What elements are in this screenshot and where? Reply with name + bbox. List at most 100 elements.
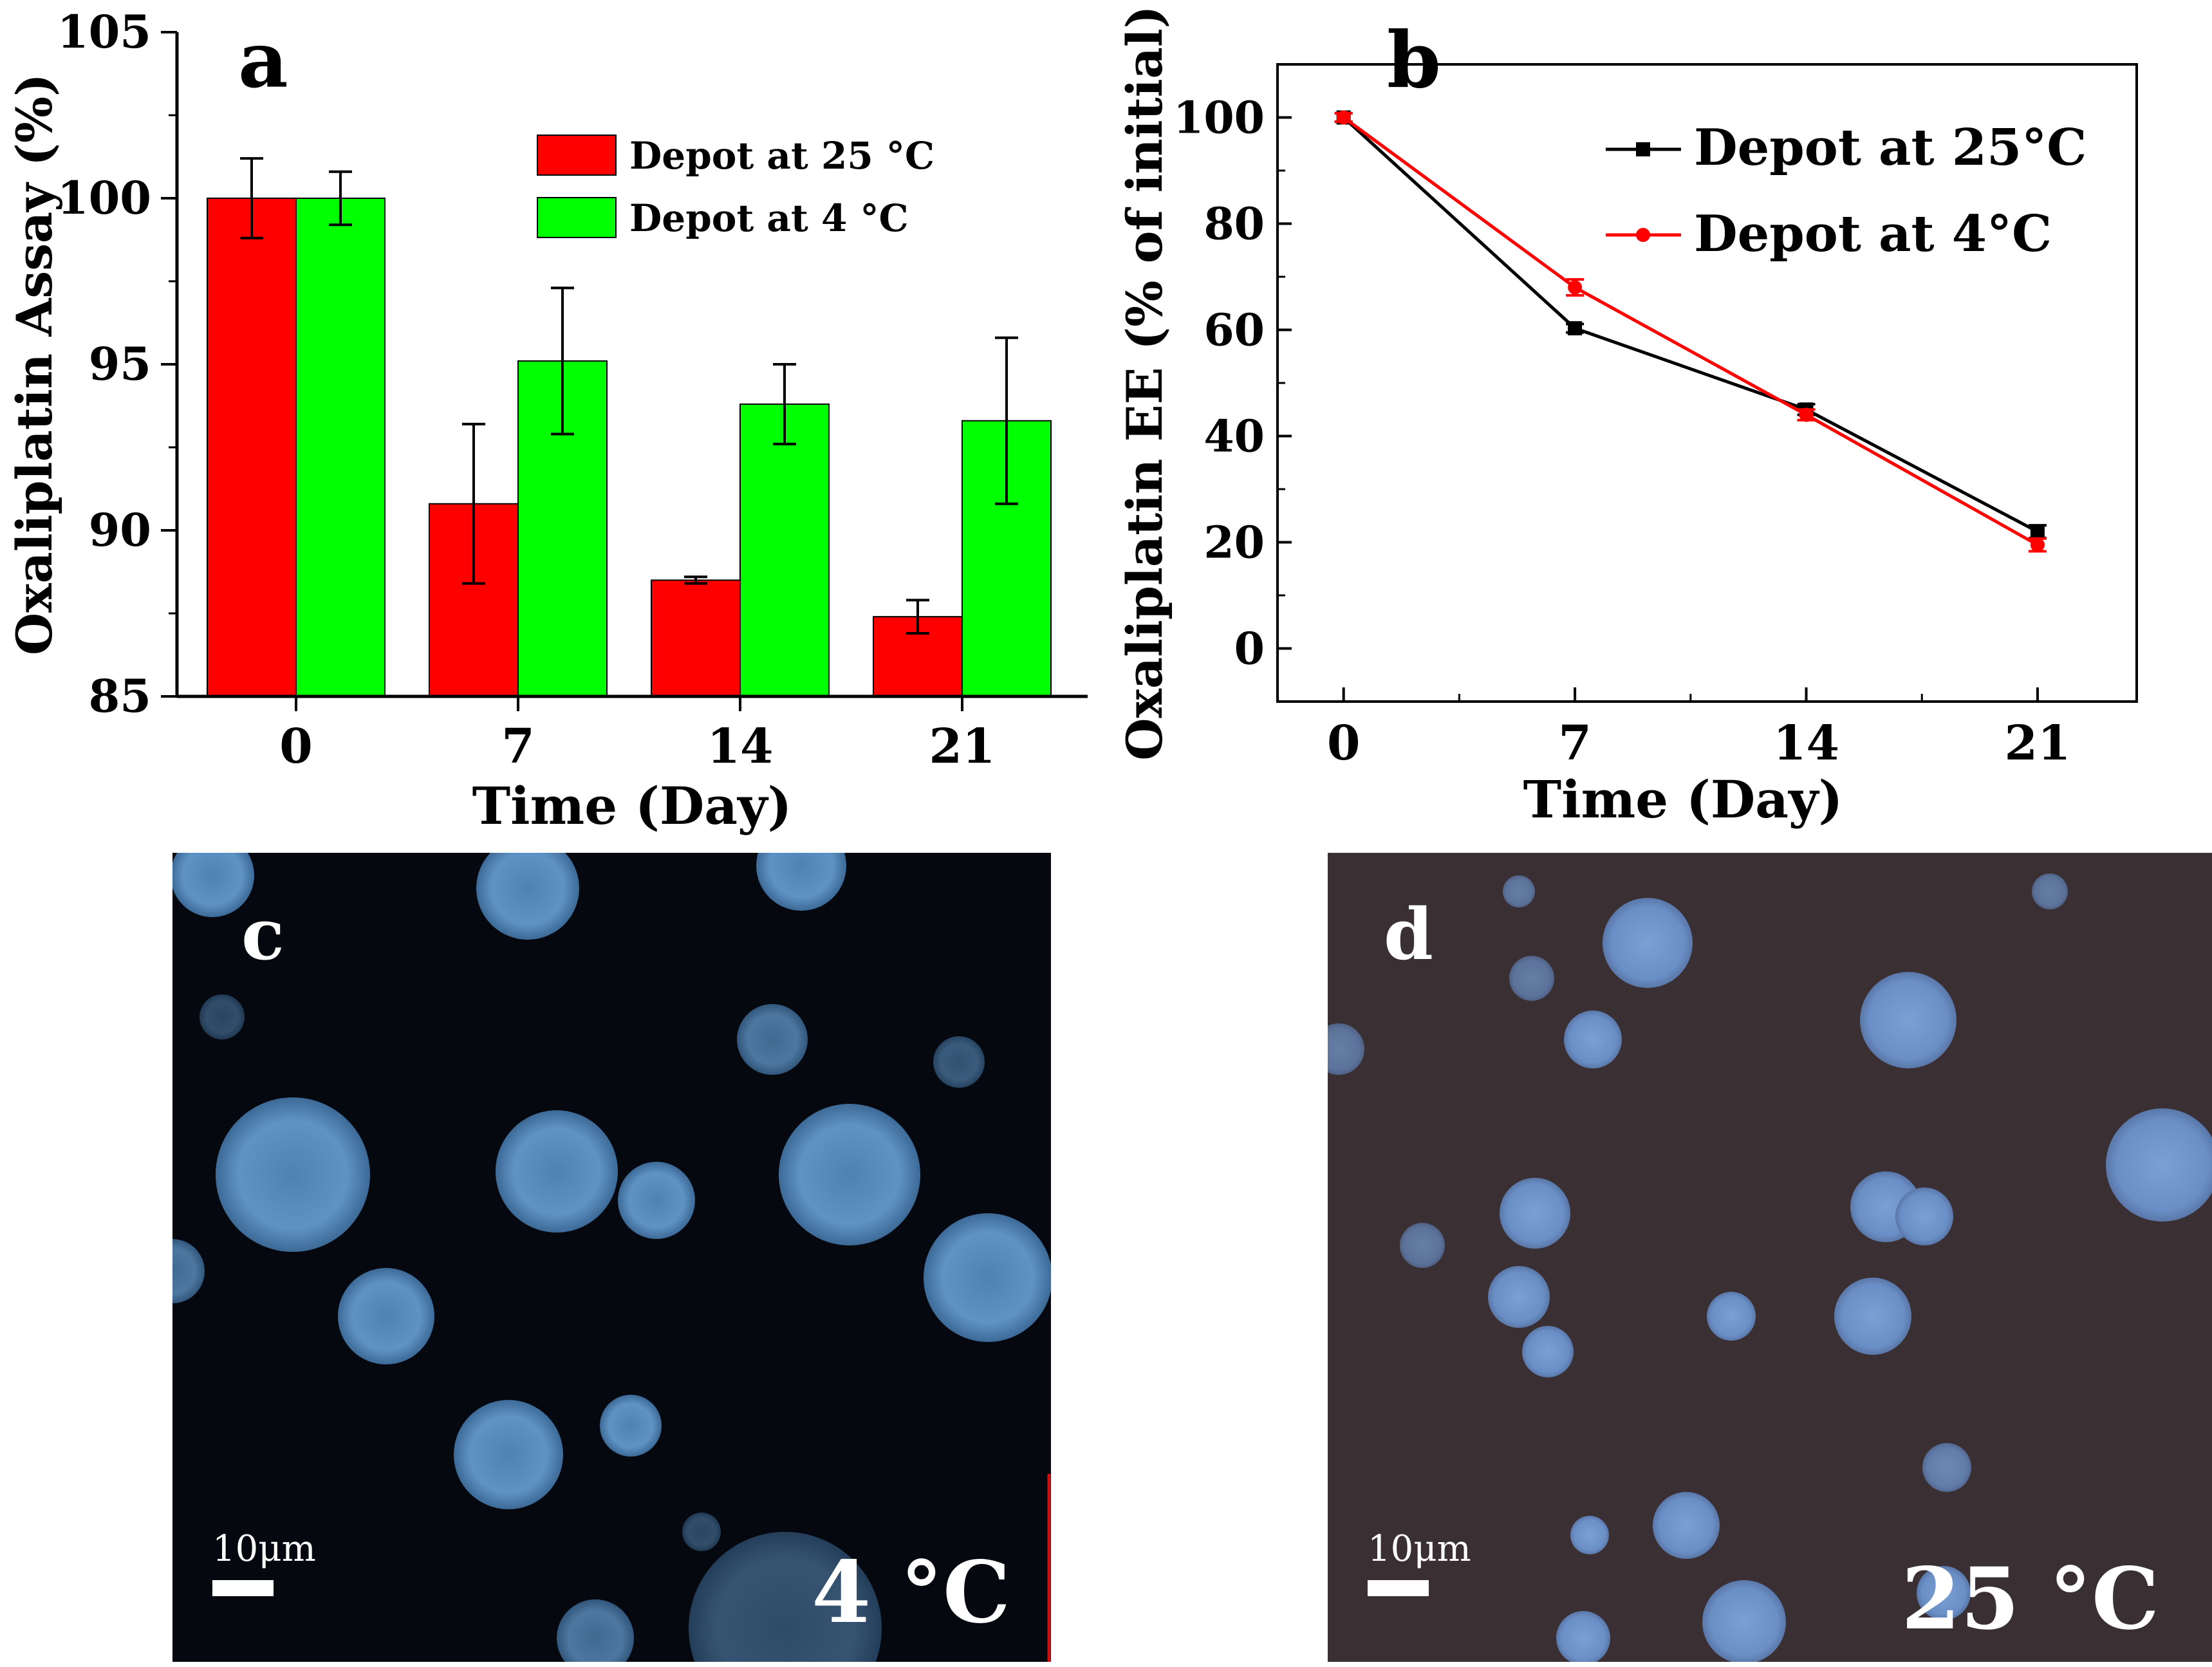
point-4c-day-7 [1568, 280, 1583, 295]
y-tick-label-95: 95 [89, 337, 151, 391]
x-tick-label-0: 0 [279, 719, 313, 774]
particle [933, 1036, 985, 1088]
particle [1895, 1187, 1953, 1245]
particle [1564, 1010, 1622, 1068]
micrograph-c-background [172, 853, 1051, 1662]
particle [924, 1213, 1051, 1342]
particle [1509, 956, 1554, 1001]
particle [737, 1004, 808, 1075]
error-bar-25c-day-21 [906, 599, 929, 635]
legend-marker-25c [1636, 142, 1650, 156]
bar-4c-day-14 [739, 403, 830, 697]
panel-c-label: c [241, 893, 284, 976]
particle [172, 1239, 205, 1303]
particle [172, 853, 254, 917]
error-bar-4c-day-0 [329, 170, 352, 227]
scale-bar-c [212, 1580, 274, 1596]
particle [779, 1104, 920, 1245]
particle [618, 1162, 695, 1239]
micrograph-d-particles [1328, 873, 2212, 1662]
particle [216, 1097, 370, 1252]
error-bar-25c-day-0 [240, 157, 263, 239]
panel-c-micrograph: c 10μm 4 °C [172, 853, 1051, 1662]
error-bar-4c-day-14 [773, 363, 796, 445]
particle [1653, 1492, 1720, 1559]
y-tick-label-90: 90 [89, 503, 151, 557]
panel-b-x-ticks: 0 7 14 21 [1327, 687, 2070, 771]
x-tick-label-14: 14 [1773, 716, 1839, 771]
legend-label-4c: Depot at 4 °C [629, 196, 909, 240]
panel-b-legend: Depot at 25°C Depot at 4°C [1606, 118, 2087, 263]
particle [1556, 1611, 1610, 1662]
panel-b-y-axis-label: Oxaliplatin EE (% of initial) [1116, 5, 1173, 760]
particle [1400, 1223, 1445, 1268]
particle [689, 1532, 882, 1662]
panel-b-series [1334, 110, 2047, 553]
point-4c-day-21 [2030, 537, 2045, 552]
panel-a-bar-chart: a 85 90 95 100 105 0 7 14 21 Oxaliplatin Assay … [6, 5, 1088, 836]
particle [2106, 1108, 2212, 1222]
panel-b-label: b [1387, 15, 1441, 106]
particle [1707, 1292, 1756, 1341]
particle [756, 853, 846, 911]
y-tick-label-20: 20 [1204, 517, 1265, 569]
panel-a-legend: Depot at 25 °C Depot at 4 °C [537, 134, 934, 240]
particle [1834, 1278, 1911, 1355]
error-bar-25c-day-7 [462, 422, 485, 585]
error-bar-25c-day-14 [684, 575, 707, 585]
micrograph-d-background [1328, 853, 2212, 1662]
panel-a-y-ticks: 85 90 95 100 105 [57, 5, 177, 723]
particle [1603, 898, 1693, 988]
point-4c-day-0 [1336, 110, 1351, 125]
x-tick-label-21: 21 [2004, 716, 2070, 771]
x-tick-label-14: 14 [707, 719, 774, 774]
particle [496, 1110, 618, 1233]
micrograph-c-particles [172, 853, 1051, 1662]
panel-d-micrograph: d 10μm 25 °C [1328, 853, 2212, 1662]
series-line-25c [1343, 116, 2039, 534]
x-tick-label-7: 7 [1558, 716, 1592, 771]
panel-a-x-ticks: 0 7 14 21 [279, 696, 995, 774]
particle [454, 1400, 563, 1509]
particle [476, 853, 579, 940]
x-tick-label-7: 7 [501, 719, 535, 774]
panel-d-label: d [1384, 893, 1433, 976]
panel-a-label: a [238, 15, 288, 106]
y-tick-label-100: 100 [57, 171, 151, 225]
point-25c-day-7 [1568, 321, 1583, 336]
panel-b-x-axis-label: Time (Day) [1523, 769, 1843, 830]
y-tick-label-100: 100 [1173, 93, 1265, 144]
particle [1860, 972, 1956, 1068]
error-bar-4c-day-21 [995, 336, 1018, 505]
particle [682, 1513, 721, 1551]
particle [1503, 875, 1535, 908]
error-bar-4c-day-7 [551, 286, 574, 436]
y-tick-label-105: 105 [57, 5, 151, 59]
x-tick-label-0: 0 [1327, 716, 1361, 771]
legend-swatch-25c [537, 135, 617, 176]
panel-a-error-bars [240, 157, 1018, 635]
bar-4c-day-0 [295, 198, 386, 697]
particle [1522, 1326, 1574, 1377]
particle [1702, 1580, 1786, 1662]
panel-a-x-axis-label: Time (Day) [472, 776, 792, 836]
particle [200, 994, 245, 1039]
particle [338, 1268, 434, 1364]
particle [2032, 873, 2068, 909]
legend-label-b-4c: Depot at 4°C [1694, 205, 2052, 263]
particle [1570, 1516, 1609, 1554]
panel-a-y-axis-label: Oxaliplatin Assay (%) [6, 73, 63, 655]
bar-25c-day-14 [651, 579, 741, 698]
series-4c [1334, 110, 2047, 553]
point-25c-day-21 [2030, 525, 2045, 539]
particle [557, 1599, 634, 1662]
x-tick-label-21: 21 [929, 719, 996, 774]
y-tick-label-60: 60 [1204, 305, 1265, 357]
y-tick-label-40: 40 [1204, 411, 1265, 463]
legend-label-b-25c: Depot at 25°C [1694, 118, 2087, 177]
bar-25c-day-0 [207, 198, 297, 697]
temperature-label-d: 25 °C [1901, 1549, 2159, 1649]
legend-marker-4c [1636, 228, 1650, 242]
particle [600, 1395, 662, 1457]
